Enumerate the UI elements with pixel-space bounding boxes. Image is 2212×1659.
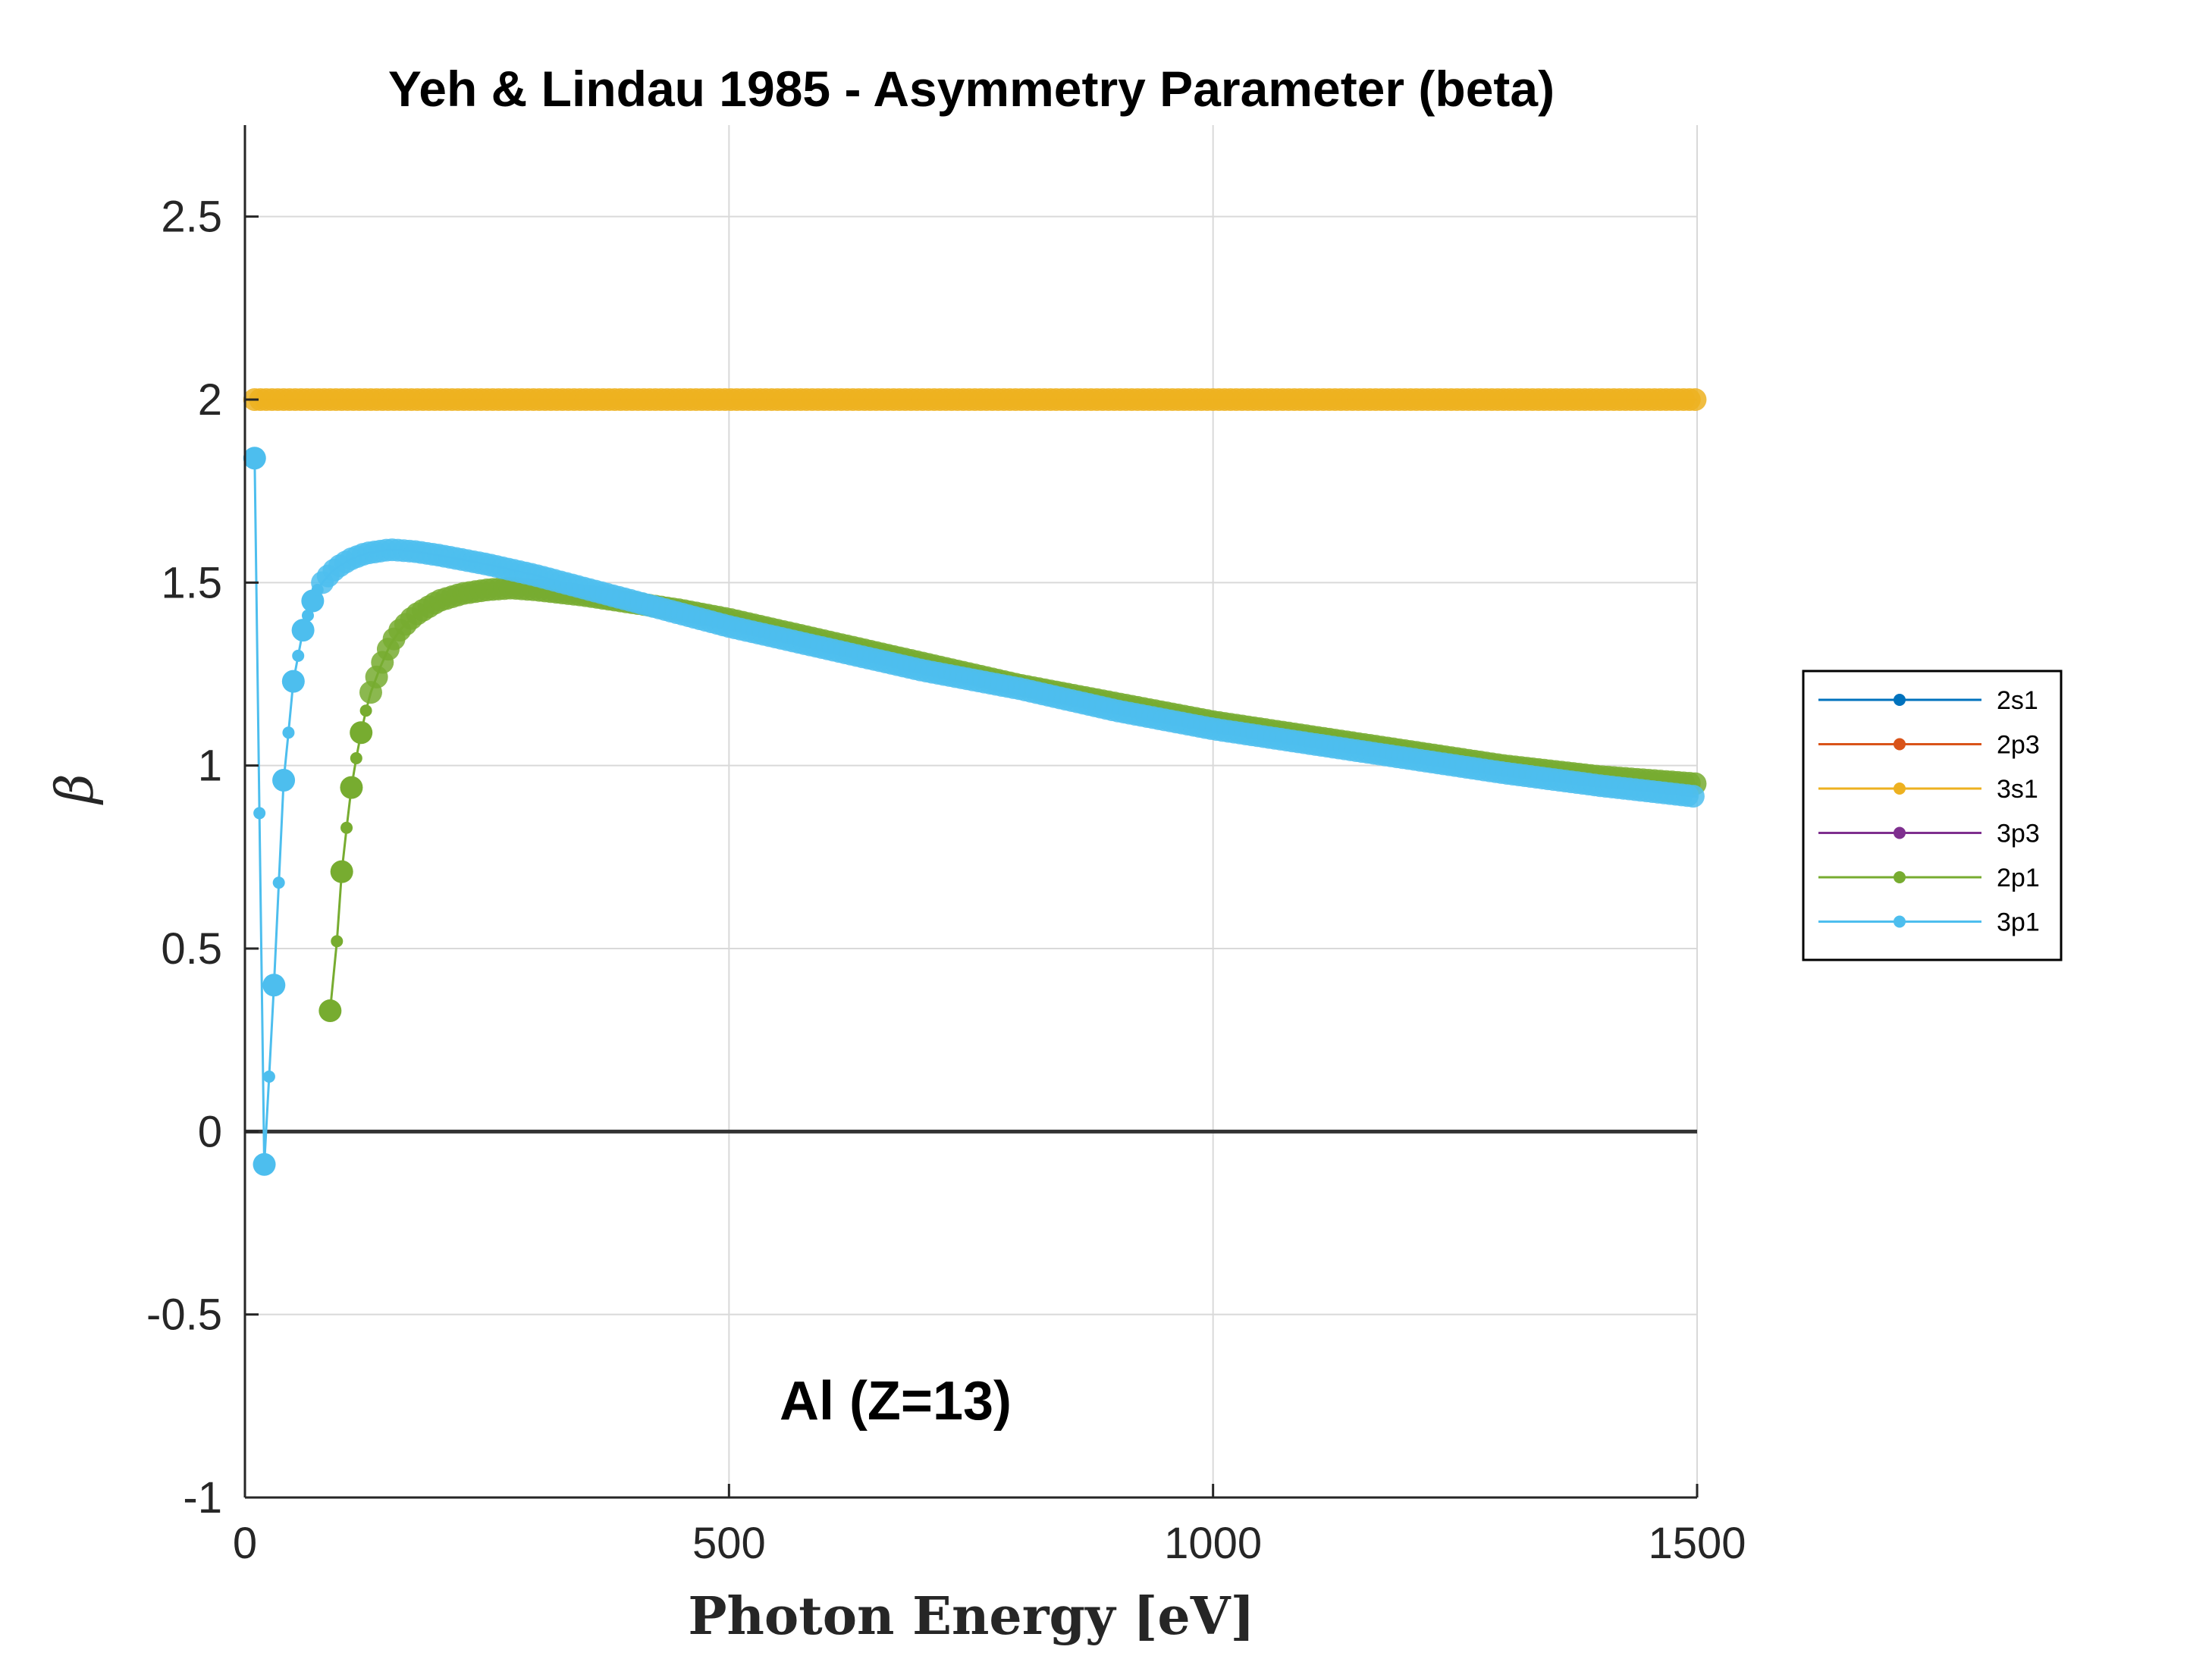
x-tick-label: 0 — [233, 1519, 257, 1568]
point-3p1 — [311, 583, 324, 596]
legend-marker-2p1 — [1894, 871, 1906, 883]
legend-label-3p1: 3p1 — [1997, 908, 2040, 937]
point-2p1 — [350, 752, 362, 765]
legend-marker-3p1 — [1894, 915, 1906, 928]
legend-marker-2s1 — [1894, 694, 1906, 706]
point-3p1 — [243, 447, 266, 470]
y-tick-labels: -1 -0.5 0 0.5 1 1.5 2 2.5 — [146, 193, 222, 1523]
legend-label-3p3: 3p3 — [1997, 820, 2040, 848]
point-2p1 — [318, 999, 342, 1023]
legend-marker-3p3 — [1894, 826, 1906, 839]
legend-label-2s1: 2s1 — [1997, 686, 2038, 715]
point-3p1 — [272, 877, 285, 889]
axes — [243, 125, 1699, 1499]
series-markers — [243, 388, 1707, 1176]
point-2p1 — [359, 704, 372, 717]
y-tick-label: 2 — [198, 375, 222, 425]
y-tick-label: 1.5 — [161, 558, 222, 607]
y-axis-label: β — [45, 773, 105, 805]
point-2p1 — [340, 821, 353, 834]
legend-label-2p3: 2p3 — [1997, 731, 2040, 760]
legend-marker-2p3 — [1894, 738, 1906, 751]
point-3p1 — [281, 670, 305, 693]
x-axis-label: Photon Energy [eV] — [688, 1586, 1254, 1647]
x-tick-labels: 0 500 1000 1500 — [233, 1519, 1746, 1568]
point-3p1 — [253, 807, 266, 820]
y-tick-label: 1 — [198, 742, 222, 791]
legend-marker-3s1 — [1894, 782, 1906, 795]
point-3p1 — [282, 726, 295, 739]
legend-label-2p1: 2p1 — [1997, 864, 2040, 892]
point-2p1 — [331, 935, 344, 948]
point-3p1 — [262, 1070, 275, 1083]
y-tick-label: 0.5 — [161, 924, 222, 974]
x-tick-label: 1000 — [1164, 1519, 1262, 1568]
legend-box — [1802, 670, 2063, 961]
y-tick-label: -0.5 — [146, 1291, 222, 1340]
point-3p1 — [292, 649, 305, 662]
legend-label-3s1: 3s1 — [1997, 775, 2038, 804]
point-3p1 — [301, 609, 314, 622]
marker-3s1 — [1683, 388, 1707, 411]
y-tick-label: -1 — [183, 1473, 222, 1523]
y-tick-label: 2.5 — [161, 193, 222, 242]
marker-3p1 — [1681, 785, 1705, 808]
point-3p1 — [262, 974, 286, 997]
y-tick-label: 0 — [198, 1107, 222, 1156]
chart-title: Yeh & Lindau 1985 - Asymmetry Parameter … — [388, 61, 1555, 117]
element-annotation: Al (Z=13) — [780, 1371, 1012, 1432]
point-2p1 — [330, 860, 353, 883]
x-tick-label: 1500 — [1648, 1519, 1746, 1568]
x-tick-label: 500 — [692, 1519, 766, 1568]
point-3p1 — [272, 768, 296, 792]
legend: 2s1 2p3 3s1 3p3 2p1 3p1 — [1802, 670, 2063, 961]
point-2p1 — [340, 776, 363, 799]
point-3p1 — [253, 1153, 276, 1176]
point-2p1 — [350, 721, 373, 745]
point-3p1 — [291, 619, 315, 642]
